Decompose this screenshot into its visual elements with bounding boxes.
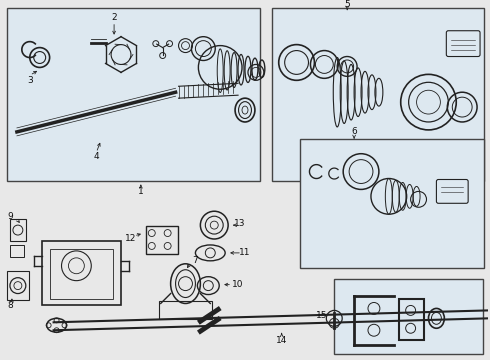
Text: 15: 15 — [316, 311, 327, 320]
Text: 6: 6 — [351, 127, 357, 136]
Bar — [10, 245, 24, 257]
Text: 12: 12 — [125, 234, 137, 243]
Text: 14: 14 — [276, 336, 287, 345]
Text: 9: 9 — [7, 212, 13, 221]
Bar — [159, 301, 212, 319]
Bar — [334, 279, 483, 354]
Text: 7: 7 — [193, 256, 198, 265]
Bar — [7, 8, 260, 181]
Bar — [42, 241, 121, 305]
Text: 13: 13 — [234, 219, 246, 228]
Text: 1: 1 — [138, 187, 144, 196]
Text: 2: 2 — [111, 13, 117, 22]
Bar — [399, 298, 423, 340]
Text: 3: 3 — [27, 76, 33, 85]
Text: 5: 5 — [344, 0, 350, 9]
Bar — [49, 249, 113, 298]
Bar — [10, 219, 26, 241]
Text: 11: 11 — [239, 248, 251, 257]
Text: 4: 4 — [94, 152, 99, 161]
Bar — [299, 139, 484, 268]
Bar — [272, 8, 484, 181]
Text: 8: 8 — [7, 301, 13, 310]
Bar — [146, 226, 177, 254]
Text: 10: 10 — [232, 280, 244, 289]
Bar — [7, 271, 29, 301]
